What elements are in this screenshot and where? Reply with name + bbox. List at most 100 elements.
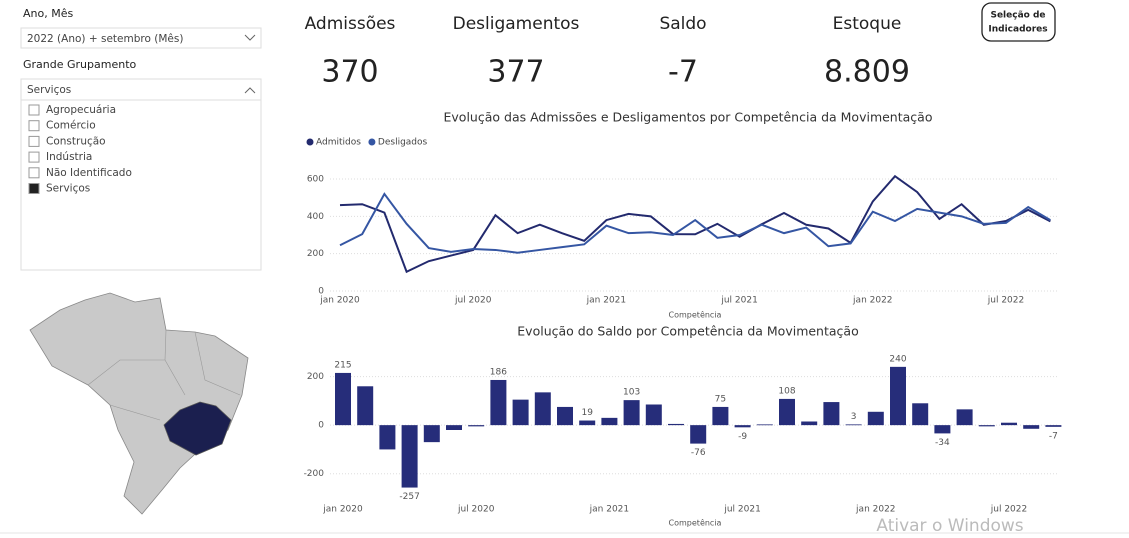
legend-label: Desligados: [378, 138, 428, 148]
chevron: [244, 34, 256, 41]
option-label: Não Identificado: [46, 167, 132, 179]
kpi-value: -7: [668, 55, 698, 90]
option-label: Comércio: [46, 120, 96, 132]
data-label: 3: [851, 412, 857, 422]
bar: [712, 406, 729, 426]
dropdown-value: 2022 (Ano) + setembro (Mês): [27, 33, 183, 45]
data-label: -257: [399, 492, 419, 502]
checkbox[interactable]: [28, 167, 40, 179]
bar: [801, 421, 818, 426]
bar: [623, 400, 640, 426]
x-tick-label: jan 2021: [586, 296, 627, 306]
bar: [690, 425, 707, 444]
y-tick-label: 400: [307, 212, 324, 222]
bar: [668, 423, 684, 426]
x-tick-label: jul 2020: [457, 505, 495, 515]
y-tick-label: 200: [307, 249, 324, 259]
x-tick-label: jan 2022: [855, 505, 896, 515]
checkbox[interactable]: [28, 135, 40, 147]
x-tick-label: jan 2020: [319, 296, 360, 306]
checkbox[interactable]: [28, 151, 40, 163]
y-tick-label: 0: [318, 287, 324, 297]
dropdown-value: Serviços: [27, 84, 71, 96]
bar: [579, 420, 596, 426]
x-axis-title: Competência: [669, 518, 722, 528]
button-label: Indicadores: [988, 25, 1047, 35]
chevron: [244, 87, 256, 94]
data-label: -9: [738, 432, 747, 442]
kpi-value: 8.809: [824, 55, 910, 90]
option-label: Serviços: [46, 183, 90, 195]
option-label: Construção: [46, 135, 106, 147]
bar: [978, 425, 995, 427]
bar: [956, 409, 973, 426]
bar: [934, 425, 951, 434]
bar: [734, 425, 751, 428]
button-label: Seleção de: [990, 11, 1045, 21]
bar: [601, 417, 618, 426]
bar: [401, 425, 418, 488]
bar: [490, 379, 507, 426]
button[interactable]: [981, 2, 1056, 42]
kpi-label: Estoque: [833, 14, 902, 34]
legend-marker: [306, 138, 314, 146]
legend-marker: [368, 138, 376, 146]
bar: [468, 425, 485, 427]
kpi-value: 377: [487, 55, 544, 90]
y-tick-label: 200: [307, 372, 324, 382]
option-label: Agropecuária: [46, 104, 116, 116]
dropdown[interactable]: [20, 27, 262, 49]
map-state-highlight[interactable]: [163, 401, 232, 456]
data-label: 240: [889, 354, 906, 364]
bar: [890, 366, 906, 426]
x-tick-label: jul 2022: [987, 296, 1024, 306]
kpi-label: Admissões: [305, 14, 396, 34]
x-tick-label: jul 2021: [723, 505, 760, 515]
x-tick-label: jan 2021: [589, 505, 630, 515]
bar: [1023, 425, 1040, 429]
x-tick-label: jul 2022: [990, 505, 1027, 515]
dropdown-panel[interactable]: [20, 78, 262, 271]
line-series: [339, 192, 1051, 254]
data-label: -76: [691, 448, 706, 458]
watermark: Ativar o Windows: [876, 516, 1023, 536]
x-tick-label: jan 2022: [852, 296, 893, 306]
bar: [1001, 422, 1017, 426]
data-label: 186: [490, 367, 507, 377]
x-axis-title: Competência: [669, 310, 722, 320]
bar: [912, 403, 929, 426]
y-tick-label: 0: [318, 421, 324, 431]
map-borders: [87, 329, 241, 421]
data-label: 215: [334, 360, 351, 370]
data-label: 108: [778, 386, 795, 396]
checkbox[interactable]: [28, 120, 40, 132]
legend-label: Admitidos: [316, 138, 361, 148]
slicer-title: Ano, Mês: [23, 7, 73, 20]
bar: [557, 406, 573, 426]
bar: [823, 402, 840, 426]
bar: [534, 392, 551, 426]
slicer-title: Grande Grupamento: [23, 58, 137, 71]
x-tick-label: jul 2020: [454, 296, 492, 306]
option-label: Indústria: [46, 151, 92, 163]
bar: [512, 399, 529, 426]
bar: [867, 411, 884, 426]
data-label: 19: [581, 408, 593, 418]
x-tick-label: jul 2021: [720, 296, 757, 306]
bar: [845, 424, 862, 426]
data-label: 75: [715, 394, 726, 404]
checkbox[interactable]: [28, 104, 40, 116]
data-label: -7: [1049, 431, 1058, 441]
y-tick-label: -200: [304, 469, 325, 479]
bar: [645, 404, 662, 426]
bar: [446, 425, 462, 430]
bar: [1045, 425, 1062, 427]
bar: [357, 386, 374, 426]
data-label: 103: [623, 388, 640, 398]
checkbox[interactable]: [28, 183, 40, 194]
x-tick-label: jan 2020: [322, 505, 363, 515]
data-label: -34: [935, 438, 950, 448]
kpi-value: 370: [321, 55, 378, 90]
kpi-label: Desligamentos: [453, 14, 580, 34]
